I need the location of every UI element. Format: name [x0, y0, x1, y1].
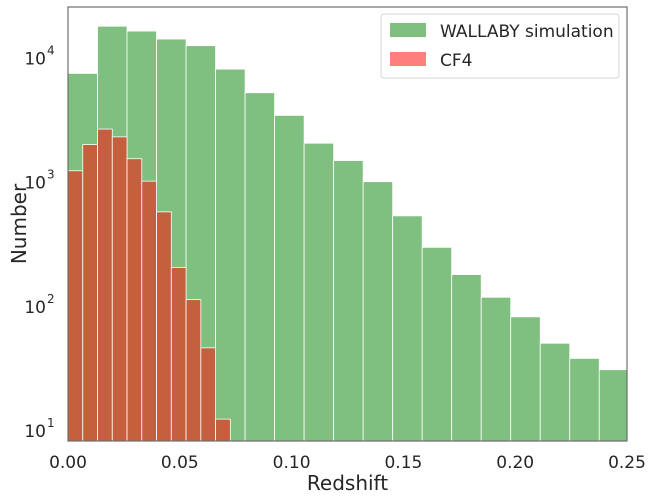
- wallaby-bar: [569, 358, 600, 442]
- wallaby-bar: [451, 274, 482, 442]
- y-tick-exponent: 3: [47, 168, 55, 182]
- x-axis-label: Redshift: [307, 471, 388, 495]
- wallaby-bar: [598, 369, 628, 442]
- x-tick-label: 0.00: [49, 453, 87, 473]
- cf4-bar: [170, 266, 187, 442]
- cf4-bar: [215, 418, 231, 442]
- wallaby-bar: [392, 215, 423, 442]
- cf4-bar: [126, 158, 143, 442]
- wallaby-bar: [215, 68, 246, 442]
- y-tick-exponent: 4: [47, 43, 55, 57]
- wallaby-bar: [303, 142, 335, 442]
- legend-swatch-wallaby: [390, 23, 426, 37]
- x-tick-label: 0.20: [496, 453, 534, 473]
- legend-swatch-cf4: [390, 52, 426, 66]
- wallaby-bar: [362, 181, 394, 442]
- legend-label-wallaby: WALLABY simulation: [440, 22, 614, 42]
- wallaby-bar: [510, 316, 541, 442]
- cf4-bar: [111, 136, 128, 442]
- x-tick-label: 0.15: [384, 453, 422, 473]
- y-tick-exponent: 2: [47, 292, 55, 306]
- cf4-bar: [97, 128, 113, 442]
- wallaby-bar: [539, 342, 571, 442]
- wallaby-bar: [333, 160, 364, 442]
- cf4-bar: [185, 299, 202, 442]
- x-tick-labels: 0.00 0.05 0.10 0.15 0.20 0.25: [49, 453, 646, 473]
- cf4-bar: [82, 144, 98, 442]
- wallaby-bar: [480, 296, 512, 442]
- cf4-bars: [67, 128, 231, 442]
- y-tick-label: 10: [24, 49, 46, 69]
- y-tick-exponent: 1: [47, 416, 55, 430]
- x-tick-label: 0.25: [608, 453, 646, 473]
- y-tick-label: 10: [24, 174, 46, 194]
- x-tick-label: 0.05: [161, 453, 199, 473]
- plot-frame: [67, 6, 628, 442]
- x-tick-label: 0.10: [273, 453, 311, 473]
- y-tick-label: 10: [24, 422, 46, 442]
- cf4-bar: [141, 180, 157, 442]
- cf4-bar: [156, 211, 172, 442]
- cf4-bar: [200, 347, 216, 442]
- cf4-bar: [67, 170, 84, 442]
- y-axis-label: Number: [7, 183, 31, 264]
- legend-label-cf4: CF4: [440, 51, 472, 71]
- wallaby-bar: [244, 92, 276, 442]
- y-tick-label: 10: [24, 298, 46, 318]
- legend-box: [380, 13, 620, 79]
- wallaby-bar: [274, 114, 305, 442]
- wallaby-bar: [421, 246, 453, 442]
- legend: WALLABY simulation CF4: [380, 13, 620, 79]
